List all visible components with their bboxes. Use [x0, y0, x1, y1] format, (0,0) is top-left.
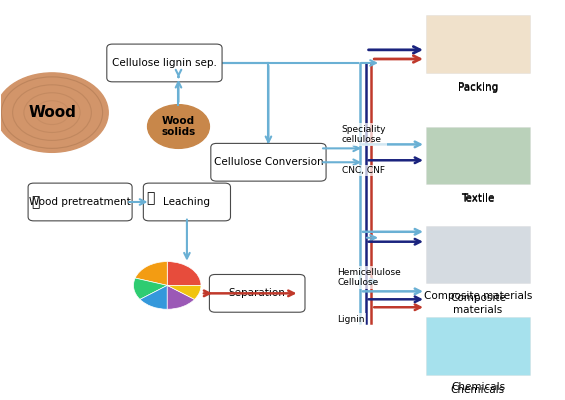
FancyBboxPatch shape	[210, 274, 305, 312]
FancyBboxPatch shape	[426, 126, 530, 184]
Text: Composite materials: Composite materials	[424, 291, 532, 301]
FancyBboxPatch shape	[426, 317, 530, 375]
Text: Leaching: Leaching	[163, 197, 210, 207]
FancyBboxPatch shape	[211, 143, 326, 181]
Text: Textile: Textile	[462, 193, 495, 203]
Wedge shape	[167, 286, 201, 300]
Circle shape	[0, 73, 108, 152]
Text: Hemicellulose
Cellulose: Hemicellulose Cellulose	[338, 268, 401, 287]
FancyBboxPatch shape	[426, 15, 530, 73]
Wedge shape	[135, 262, 167, 286]
Text: Separation: Separation	[229, 288, 286, 298]
Wedge shape	[167, 286, 194, 309]
Text: Lignin: Lignin	[338, 315, 365, 324]
Text: Wood pretreatment: Wood pretreatment	[29, 197, 131, 207]
Text: Composite
materials: Composite materials	[450, 293, 506, 315]
Text: Cellulose lignin sep.: Cellulose lignin sep.	[112, 58, 217, 68]
Text: Speciality
cellulose: Speciality cellulose	[341, 125, 386, 144]
FancyBboxPatch shape	[28, 183, 132, 221]
Text: Packing: Packing	[458, 83, 498, 93]
FancyBboxPatch shape	[144, 183, 231, 221]
Text: Chemicals: Chemicals	[451, 385, 505, 395]
Text: Wood
solids: Wood solids	[162, 116, 195, 137]
Text: Chemicals: Chemicals	[451, 382, 505, 392]
Text: Packing: Packing	[458, 82, 498, 92]
Text: Cellulose Conversion: Cellulose Conversion	[214, 157, 323, 167]
FancyBboxPatch shape	[107, 44, 222, 82]
Wedge shape	[133, 278, 167, 300]
Wedge shape	[140, 286, 167, 309]
Text: 💧: 💧	[146, 191, 155, 205]
Text: 🧪: 🧪	[31, 195, 40, 209]
Text: Textile: Textile	[461, 194, 494, 204]
Text: Wood: Wood	[28, 105, 76, 120]
Text: CNC, CNF: CNC, CNF	[341, 166, 385, 175]
FancyBboxPatch shape	[426, 226, 530, 284]
Wedge shape	[167, 262, 201, 286]
Circle shape	[147, 105, 210, 148]
